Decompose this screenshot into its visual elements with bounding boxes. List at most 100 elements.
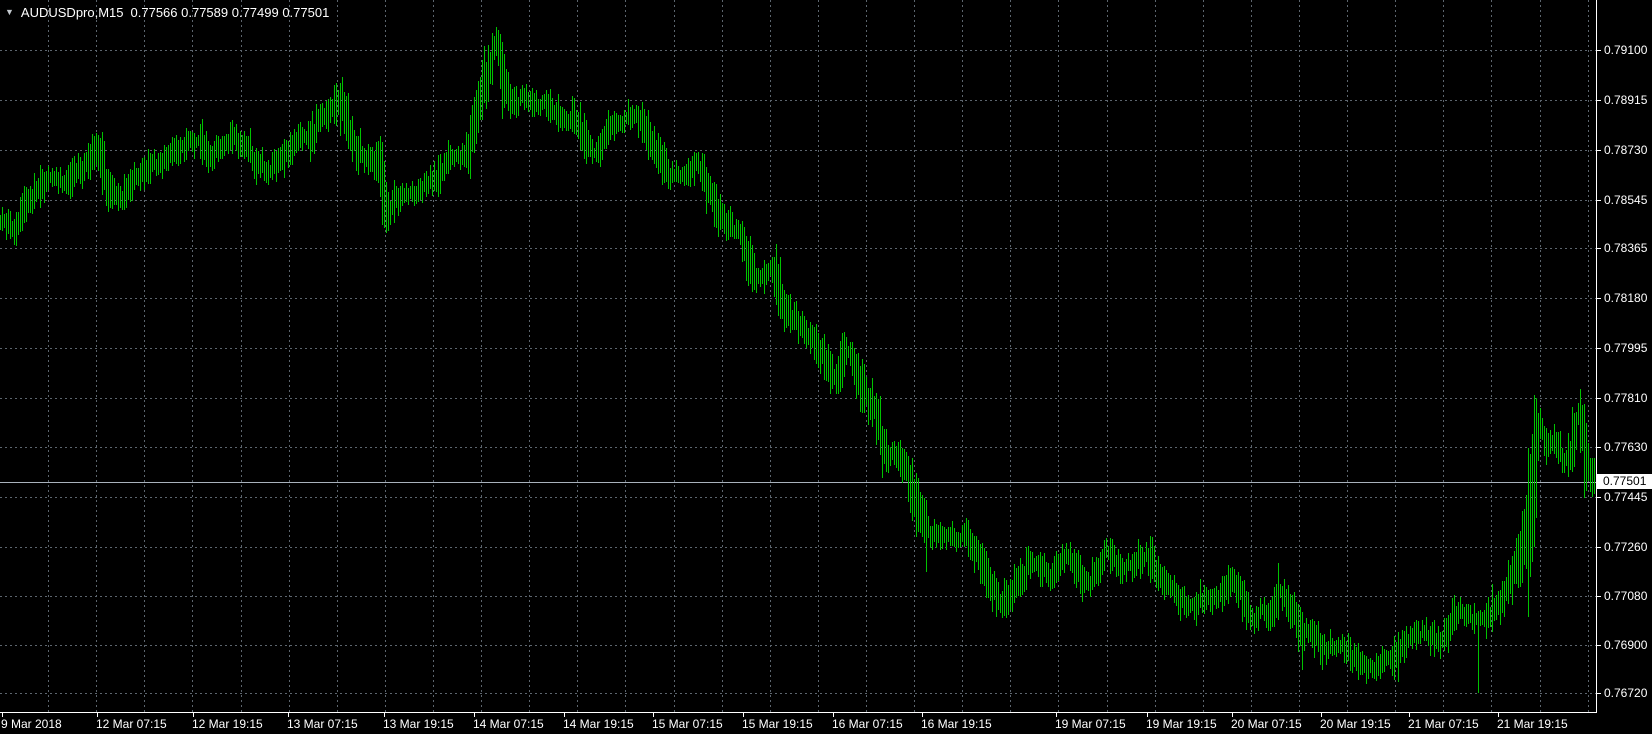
price-bar [634, 109, 635, 124]
price-bar [88, 143, 89, 179]
price-bar [1386, 650, 1387, 666]
price-bar [1380, 654, 1381, 679]
price-bar [732, 212, 733, 237]
time-label: 9 Mar 2018 [1, 717, 62, 731]
price-bar [1534, 395, 1535, 547]
price-label: 0.78180 [1604, 291, 1648, 305]
price-bar [934, 519, 935, 542]
price-bar [968, 520, 969, 557]
price-bar [498, 33, 499, 66]
price-bar [1588, 443, 1589, 481]
price-bar [836, 364, 837, 394]
time-tick [833, 713, 834, 717]
price-bar [910, 465, 911, 513]
price-bar [1462, 604, 1463, 619]
price-bar [1300, 607, 1301, 646]
price-bar [534, 93, 535, 117]
price-bar [196, 137, 197, 148]
price-bar [1434, 620, 1435, 657]
price-bar [870, 388, 871, 420]
price-bar [1578, 403, 1579, 425]
price-bar [642, 102, 643, 143]
price-bar [980, 544, 981, 584]
price-bar [856, 354, 857, 399]
price-bar [470, 115, 471, 179]
price-bar [662, 145, 663, 185]
price-bar [1294, 592, 1295, 625]
price-bar [816, 324, 817, 364]
price-chart-canvas[interactable] [0, 0, 1596, 712]
price-bar [784, 290, 785, 332]
price-bar [258, 151, 259, 174]
price-bar [422, 181, 423, 203]
price-bar [942, 526, 943, 549]
price-bar [32, 189, 33, 214]
price-bar [322, 103, 323, 127]
price-bar [2, 207, 3, 231]
price-bar [1132, 554, 1133, 582]
time-label: 16 Mar 07:15 [832, 717, 903, 731]
price-bar [1008, 585, 1009, 615]
price-bar [1256, 606, 1257, 628]
price-bar [66, 170, 67, 194]
price-bar [184, 137, 185, 162]
price-bar [560, 106, 561, 128]
price-bar [84, 153, 85, 181]
price-bar [1316, 625, 1317, 646]
price-bar [246, 136, 247, 157]
price-bar [388, 208, 389, 228]
time-tick [288, 713, 289, 717]
price-bar [838, 356, 839, 394]
price-bar [1284, 579, 1285, 607]
price-bar [558, 94, 559, 132]
price-bar [1286, 589, 1287, 617]
price-bar [592, 139, 593, 164]
price-bar [814, 327, 815, 360]
price-bar [1406, 626, 1407, 658]
price-bar [436, 170, 437, 192]
price-bar [98, 136, 99, 171]
price-bar [994, 571, 995, 600]
price-bar [1024, 566, 1025, 592]
price-bar [722, 203, 723, 229]
price-bar [690, 161, 691, 187]
price-label: 0.77810 [1604, 391, 1648, 405]
price-bar [932, 526, 933, 550]
price-bar [410, 186, 411, 199]
price-bar [1452, 598, 1453, 635]
price-bar [1430, 626, 1431, 656]
price-bar [46, 171, 47, 192]
price-bar [894, 441, 895, 465]
price-bar [716, 184, 717, 228]
price-bar [736, 219, 737, 239]
price-bar [1364, 655, 1365, 673]
price-bar [306, 131, 307, 145]
price-axis[interactable]: 0.79100 0.78915 0.78730 0.78545 0.78365 0.781… [1597, 0, 1652, 712]
price-bar [1282, 586, 1283, 611]
price-bar [554, 105, 555, 120]
price-tick [1597, 398, 1601, 399]
price-bar [964, 523, 965, 547]
price-bar [1124, 562, 1125, 575]
price-bar [774, 257, 775, 297]
price-bar [522, 85, 523, 103]
price-bar [640, 110, 641, 131]
price-bar [122, 191, 123, 210]
price-bar [482, 60, 483, 120]
price-bar [136, 168, 137, 185]
price-bar [746, 236, 747, 281]
price-bar [1356, 647, 1357, 671]
price-bar [42, 169, 43, 199]
price-axis-border [1596, 0, 1597, 713]
price-bar [704, 154, 705, 192]
chart-plot-area[interactable] [0, 0, 1596, 712]
price-bar [490, 52, 491, 84]
price-bar [408, 188, 409, 205]
price-bar [914, 479, 915, 517]
price-bar [1150, 536, 1151, 583]
price-bar [636, 105, 637, 123]
price-bar [52, 168, 53, 187]
price-bar [566, 111, 567, 131]
price-bar [448, 140, 449, 174]
